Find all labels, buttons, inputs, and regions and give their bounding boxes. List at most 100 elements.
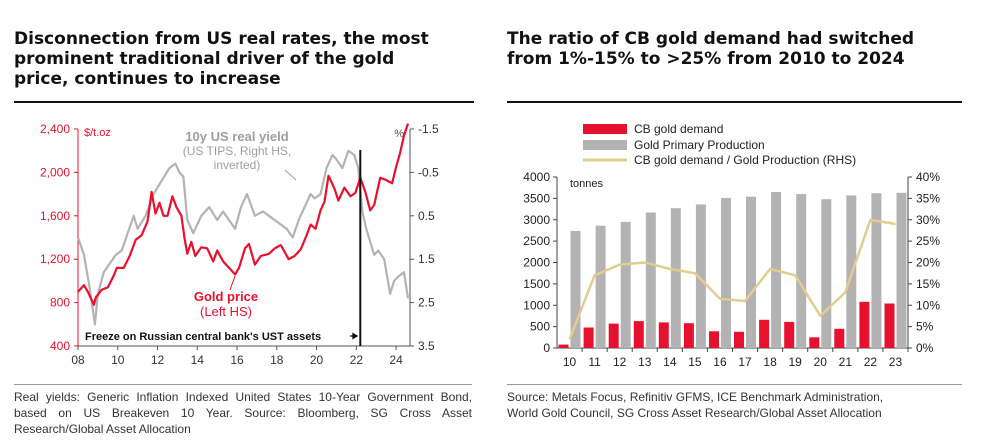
production-bar [746, 196, 756, 348]
left-title-line: price, continues to increase [14, 69, 281, 89]
left-y-unit: $/t.oz [84, 127, 111, 139]
left-y-tick-label: 500 [530, 320, 550, 334]
legend-swatch-production [583, 140, 627, 150]
x-tick-label: 18 [270, 353, 284, 367]
right-title-line: from 1%-15% to >25% from 2010 to 2024 [507, 49, 905, 69]
right-y-tick-label: -1.5 [418, 122, 439, 136]
cb-demand-bar [834, 328, 845, 348]
x-tick-label: 21 [839, 355, 853, 369]
gold-price-label-pointer [229, 275, 236, 291]
left-y-tick-label: 3500 [523, 191, 550, 205]
left-title-line: prominent traditional driver of the gold [14, 49, 395, 69]
production-bar [796, 194, 807, 348]
left-y-tick-label: 0 [543, 341, 550, 355]
x-tick-label: 22 [350, 353, 364, 367]
x-tick-label: 14 [663, 355, 677, 369]
left-y-unit: tonnes [570, 178, 604, 190]
left-title-rule [14, 101, 474, 103]
cb-demand-bar [633, 321, 644, 348]
right-y-tick-label: 40% [916, 170, 940, 184]
legend-swatch-cb-demand [583, 124, 627, 134]
x-tick-label: 10 [111, 353, 125, 367]
right-y-tick-label: 10% [916, 298, 940, 312]
cb-demand-bar [658, 322, 669, 348]
legend-label: Gold Primary Production [634, 138, 765, 152]
production-bar [721, 197, 731, 348]
left-y-tick-label: 3000 [523, 213, 550, 227]
left-y-tick-label: 2000 [523, 256, 550, 270]
gold-price-label: Gold price [194, 289, 258, 304]
ratio-line [568, 218, 896, 340]
real-yield-label-pointer [284, 169, 297, 181]
production-bar [871, 193, 882, 348]
left-y-tick-label: 400 [50, 339, 70, 353]
production-bar [620, 221, 631, 348]
x-tick-label: 11 [588, 355, 601, 369]
right-y-tick-label: 0% [916, 341, 934, 355]
x-tick-label: 17 [738, 355, 752, 369]
freeze-arrow-head [352, 332, 359, 340]
left-panel-title: Disconnection from US real rates, the mo… [14, 29, 484, 89]
right-y-tick-label: -0.5 [418, 165, 439, 179]
right-y-tick-label: 20% [916, 256, 940, 270]
cb-demand-bar [709, 331, 719, 348]
x-tick-label: 15 [688, 355, 702, 369]
right-y-tick-label: 30% [916, 213, 940, 227]
production-bar [595, 225, 606, 348]
cb-demand-bar [759, 319, 770, 348]
x-tick-label: 24 [389, 353, 403, 367]
right-title-rule [507, 101, 962, 103]
left-source-rule [14, 384, 472, 385]
production-bar [896, 192, 907, 348]
x-tick-label: 16 [230, 353, 244, 367]
left-y-tick-label: 1500 [523, 277, 550, 291]
right-source-rule [507, 384, 962, 385]
x-tick-label: 19 [788, 355, 802, 369]
right-y-tick-label: 1.5 [418, 252, 435, 266]
right-y-tick-label: 25% [916, 234, 940, 248]
left-y-tick-label: 800 [50, 296, 70, 310]
cb-demand-bar [608, 323, 619, 348]
gold-price-label: (Left HS) [200, 304, 252, 319]
right-panel-title: The ratio of CB gold demand had switched… [507, 29, 977, 69]
right-y-tick-label: 0.5 [418, 209, 435, 223]
left-y-tick-label: 1,600 [40, 209, 70, 223]
x-tick-label: 22 [864, 355, 878, 369]
x-tick-label: 23 [889, 355, 903, 369]
cb-demand-bar [683, 323, 694, 348]
cb-demand-bar [583, 327, 594, 348]
right-y-unit: % [394, 128, 404, 140]
cb-demand-bar [859, 301, 870, 348]
left-title-line: Disconnection from US real rates, the mo… [14, 29, 429, 49]
cb-gold-demand-chart: CB gold demand Gold Primary ProductionCB … [523, 122, 940, 369]
gold-price-line [77, 123, 410, 306]
right-y-tick-label: 2.5 [418, 296, 435, 310]
right-source-line: Source: Metals Focus, Refinitiv GFMS, IC… [507, 390, 884, 404]
x-tick-label: 12 [613, 355, 627, 369]
cb-demand-bar [784, 321, 795, 348]
x-tick-label: 20 [814, 355, 828, 369]
x-tick-label: 18 [763, 355, 777, 369]
legend-label: CB gold demand / Gold Production (RHS) [634, 153, 856, 167]
production-bar [695, 204, 706, 348]
real-yield-label: 10y US real yield [185, 129, 288, 144]
production-bar [670, 208, 681, 348]
x-tick-label: 20 [310, 353, 324, 367]
right-title-line: The ratio of CB gold demand had switched [507, 29, 915, 49]
x-tick-label: 12 [151, 353, 165, 367]
left-y-tick-label: 2500 [523, 234, 550, 248]
right-y-tick-label: 15% [916, 277, 940, 291]
x-tick-label: 10 [563, 355, 577, 369]
x-tick-label: 16 [713, 355, 727, 369]
left-y-tick-label: 1000 [523, 298, 550, 312]
x-tick-label: 14 [191, 353, 205, 367]
gold-vs-real-yield-chart: 2,400 2,000 1,600 1,200 800 400 $/t.oz -1.5 -0.5… [14, 118, 476, 382]
x-tick-label: 13 [638, 355, 652, 369]
left-y-tick-label: 1,200 [40, 252, 70, 266]
right-y-tick-label: 3.5 [418, 339, 435, 353]
left-y-tick-label: 4000 [523, 170, 550, 184]
cb-demand-bar [558, 344, 569, 348]
right-y-tick-label: 35% [916, 191, 940, 205]
production-bar [570, 230, 581, 348]
right-source-note: Source: Metals Focus, Refinitiv GFMS, IC… [507, 389, 977, 421]
